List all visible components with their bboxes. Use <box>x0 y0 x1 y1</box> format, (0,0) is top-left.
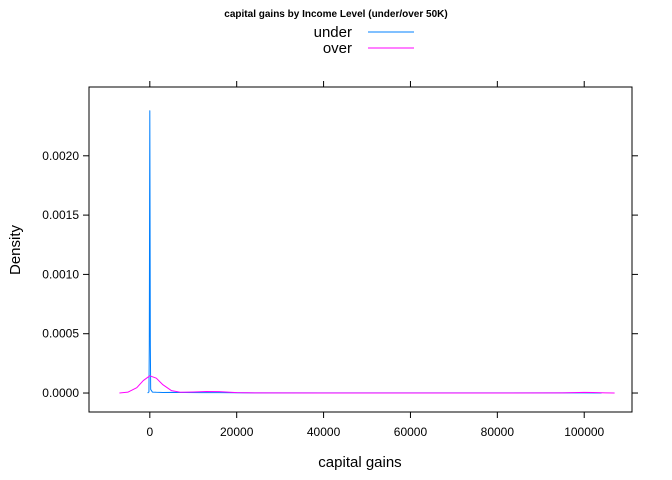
series-line-under <box>147 110 602 394</box>
y-axis: 0.0000 0.0005 0.0010 0.0015 0.0020 <box>42 149 638 400</box>
plot-frame <box>88 86 633 413</box>
y-tick-label: 0.0015 <box>42 208 79 222</box>
chart-title: capital gains by Income Level (under/ove… <box>224 9 447 20</box>
x-axis-label: capital gains <box>318 454 401 471</box>
x-tick-label: 100000 <box>564 425 604 439</box>
x-tick-label: 20000 <box>220 425 254 439</box>
x-axis: 0 20000 40000 60000 80000 100000 <box>146 81 605 439</box>
y-axis-label: Density <box>7 224 24 275</box>
x-tick-label: 60000 <box>394 425 428 439</box>
y-tick-label: 0.0005 <box>42 327 79 341</box>
legend-label-under: under <box>314 24 352 41</box>
x-tick-label: 80000 <box>481 425 515 439</box>
x-tick-label: 40000 <box>307 425 341 439</box>
y-tick-label: 0.0020 <box>42 149 79 163</box>
legend: under over <box>314 24 414 57</box>
series-line-over <box>119 375 615 394</box>
x-tick-label: 0 <box>146 425 153 439</box>
y-tick-label: 0.0010 <box>42 267 79 281</box>
legend-label-over: over <box>323 40 352 57</box>
y-tick-label: 0.0000 <box>42 386 79 400</box>
series-layer <box>119 110 615 394</box>
